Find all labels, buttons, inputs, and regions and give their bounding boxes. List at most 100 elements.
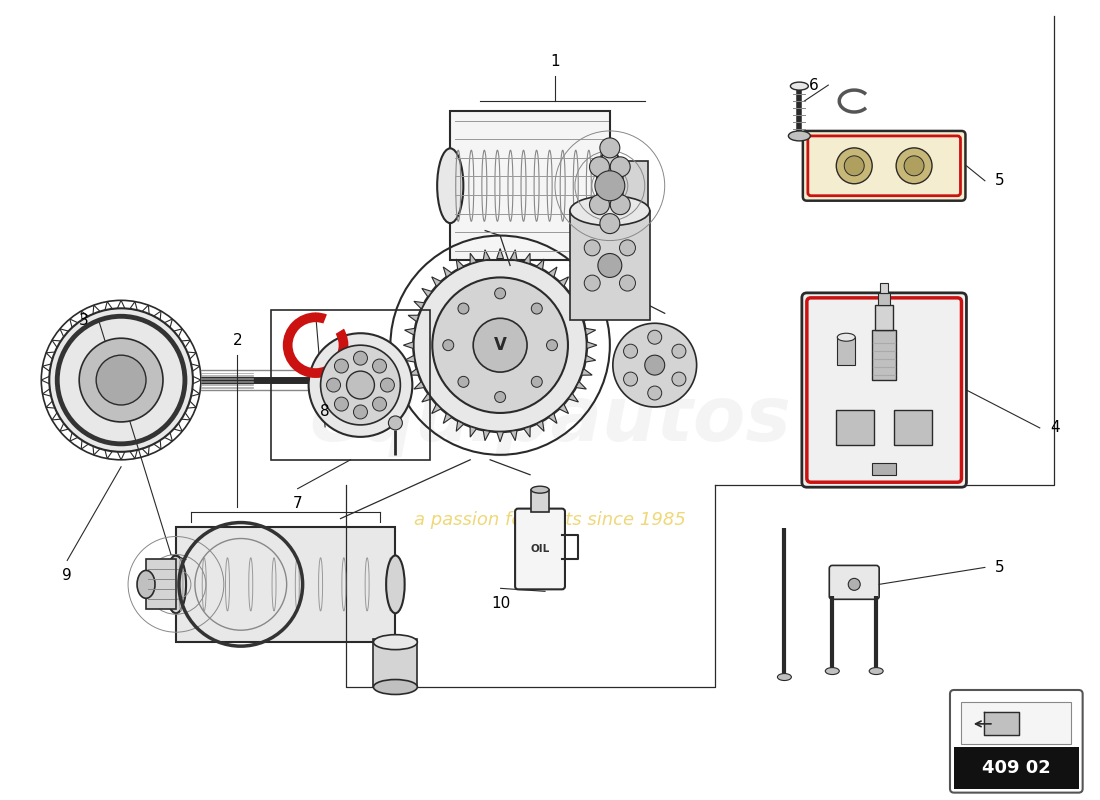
Bar xyxy=(880,283,888,294)
Polygon shape xyxy=(404,342,414,349)
Text: 2: 2 xyxy=(232,333,242,348)
FancyBboxPatch shape xyxy=(950,690,1082,793)
Polygon shape xyxy=(456,421,464,431)
Ellipse shape xyxy=(373,634,417,650)
Circle shape xyxy=(598,254,622,278)
Circle shape xyxy=(414,258,587,432)
Circle shape xyxy=(600,138,619,158)
Ellipse shape xyxy=(837,334,855,342)
Text: 5: 5 xyxy=(996,560,1004,575)
Bar xyxy=(872,462,896,474)
Circle shape xyxy=(547,340,558,350)
Polygon shape xyxy=(497,249,504,258)
Polygon shape xyxy=(585,328,596,335)
Polygon shape xyxy=(431,277,441,286)
Circle shape xyxy=(648,386,662,400)
Circle shape xyxy=(495,391,506,402)
Circle shape xyxy=(613,323,696,407)
Polygon shape xyxy=(524,426,530,437)
Polygon shape xyxy=(586,342,597,349)
Polygon shape xyxy=(548,267,557,277)
Circle shape xyxy=(373,359,386,373)
Ellipse shape xyxy=(386,555,405,614)
Circle shape xyxy=(495,288,506,299)
Circle shape xyxy=(648,330,662,344)
Polygon shape xyxy=(470,254,476,264)
Circle shape xyxy=(381,378,395,392)
Circle shape xyxy=(327,378,341,392)
Ellipse shape xyxy=(869,667,883,674)
Polygon shape xyxy=(456,259,464,270)
Ellipse shape xyxy=(825,667,839,674)
FancyBboxPatch shape xyxy=(829,566,879,599)
Bar xyxy=(954,746,1079,789)
Bar xyxy=(836,410,874,445)
Bar xyxy=(450,111,609,261)
Polygon shape xyxy=(569,288,579,297)
Polygon shape xyxy=(585,355,596,362)
Circle shape xyxy=(584,240,601,256)
Circle shape xyxy=(443,340,453,350)
Ellipse shape xyxy=(166,555,186,614)
Bar xyxy=(373,639,417,687)
Text: 409 02: 409 02 xyxy=(982,758,1050,777)
Polygon shape xyxy=(548,414,557,423)
Bar xyxy=(608,161,648,210)
Ellipse shape xyxy=(570,196,650,226)
Circle shape xyxy=(320,345,400,425)
Polygon shape xyxy=(470,426,476,437)
Circle shape xyxy=(896,148,932,184)
Polygon shape xyxy=(408,315,419,322)
Circle shape xyxy=(624,344,638,358)
Circle shape xyxy=(645,355,664,375)
Circle shape xyxy=(373,397,386,411)
Circle shape xyxy=(836,148,872,184)
Polygon shape xyxy=(421,394,432,402)
Bar xyxy=(878,294,890,306)
Circle shape xyxy=(590,194,609,214)
Bar xyxy=(961,702,1070,744)
Polygon shape xyxy=(497,432,504,442)
Circle shape xyxy=(610,157,630,177)
Bar xyxy=(176,526,395,642)
Circle shape xyxy=(458,303,469,314)
Circle shape xyxy=(353,405,367,419)
Polygon shape xyxy=(431,404,441,414)
Circle shape xyxy=(334,397,349,411)
Text: a passion for parts since 1985: a passion for parts since 1985 xyxy=(414,510,686,529)
Circle shape xyxy=(619,275,636,291)
Polygon shape xyxy=(569,394,579,402)
Text: 8: 8 xyxy=(320,405,330,419)
Circle shape xyxy=(388,416,403,430)
Circle shape xyxy=(610,194,630,214)
Polygon shape xyxy=(537,259,544,270)
Circle shape xyxy=(904,156,924,176)
Ellipse shape xyxy=(791,82,808,90)
Ellipse shape xyxy=(778,674,791,681)
Polygon shape xyxy=(483,430,490,441)
Bar xyxy=(570,210,650,320)
Bar xyxy=(271,310,430,460)
Polygon shape xyxy=(559,404,569,414)
Polygon shape xyxy=(510,250,517,260)
Circle shape xyxy=(672,372,686,386)
Ellipse shape xyxy=(138,570,155,598)
Polygon shape xyxy=(559,277,569,286)
Circle shape xyxy=(590,157,609,177)
Text: equipautos: equipautos xyxy=(309,383,791,457)
Circle shape xyxy=(531,376,542,387)
Text: 9: 9 xyxy=(63,568,73,583)
Circle shape xyxy=(309,334,412,437)
Text: V: V xyxy=(494,336,507,354)
Text: 1: 1 xyxy=(551,54,560,69)
Text: 3: 3 xyxy=(79,313,89,328)
Ellipse shape xyxy=(789,131,811,141)
Circle shape xyxy=(600,214,619,234)
Polygon shape xyxy=(510,430,517,441)
Text: 5: 5 xyxy=(996,174,1004,188)
Text: 4: 4 xyxy=(1049,421,1059,435)
Circle shape xyxy=(346,371,374,399)
Text: OIL: OIL xyxy=(530,545,550,554)
Text: 10: 10 xyxy=(491,596,510,610)
Polygon shape xyxy=(414,302,425,309)
